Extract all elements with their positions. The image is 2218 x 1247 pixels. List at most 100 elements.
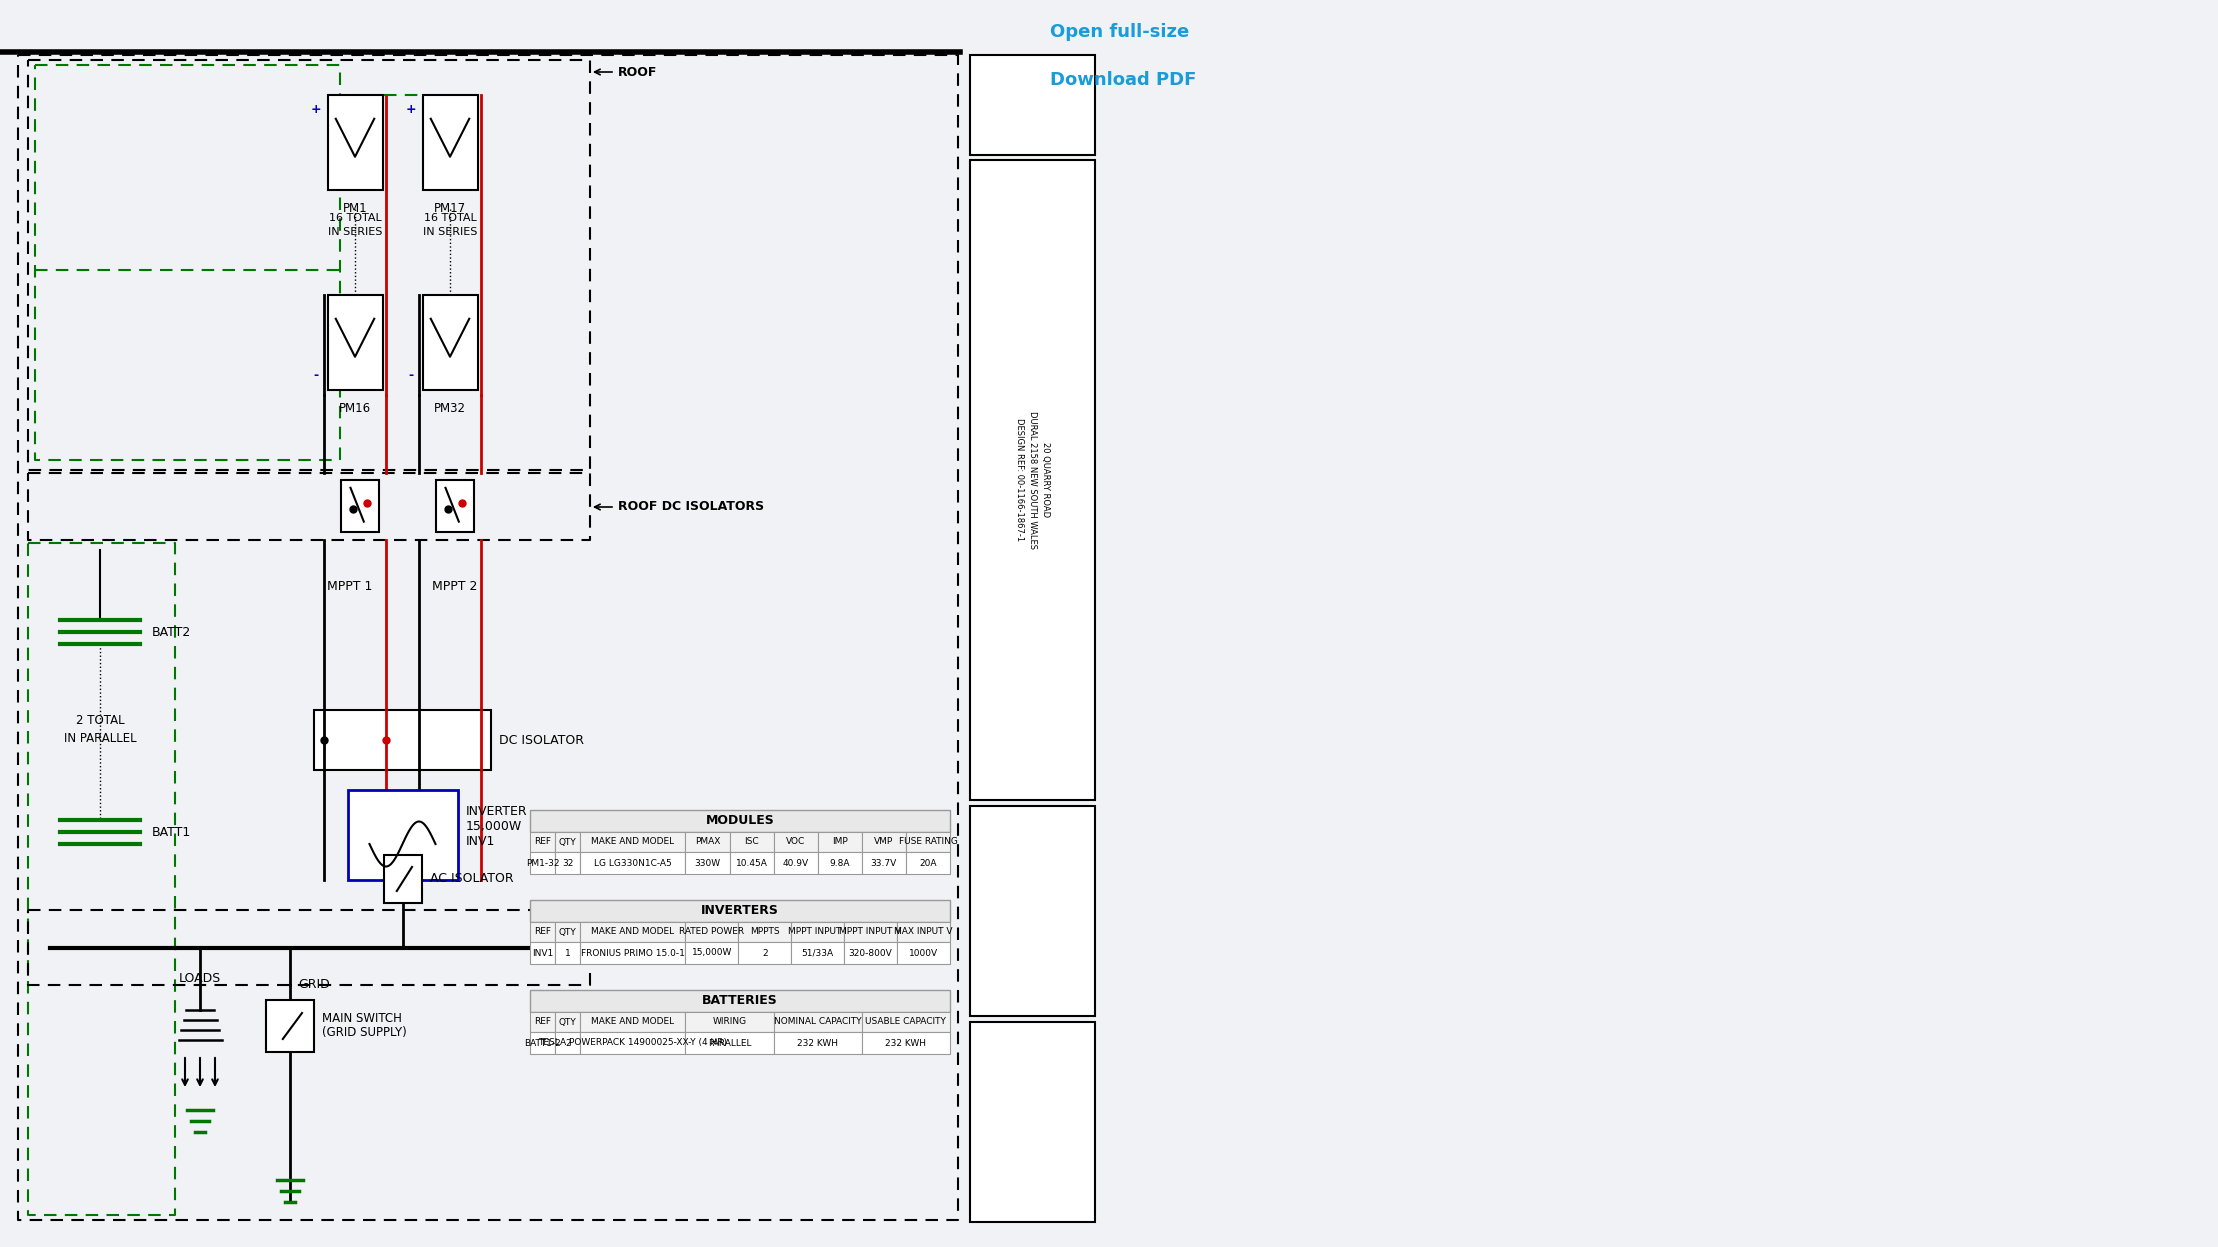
Text: -: - xyxy=(313,369,317,383)
Text: 2: 2 xyxy=(566,1039,570,1047)
Text: PMAX: PMAX xyxy=(694,838,721,847)
Text: 10.45A: 10.45A xyxy=(736,858,767,868)
Bar xyxy=(905,832,949,852)
Bar xyxy=(348,791,457,880)
Text: PM1-32: PM1-32 xyxy=(526,858,559,868)
Text: 232 KWH: 232 KWH xyxy=(796,1039,838,1047)
Text: DC ISOLATOR: DC ISOLATOR xyxy=(499,733,583,747)
Text: 2 TOTAL
IN PARALLEL: 2 TOTAL IN PARALLEL xyxy=(64,715,135,746)
Text: 2: 2 xyxy=(763,949,767,958)
Bar xyxy=(530,811,949,832)
Bar xyxy=(685,941,739,964)
Bar xyxy=(342,480,379,532)
Text: MPPTS: MPPTS xyxy=(750,928,779,936)
Text: VOC: VOC xyxy=(785,838,805,847)
Bar xyxy=(739,941,792,964)
Text: ROOF DC ISOLATORS: ROOF DC ISOLATORS xyxy=(619,500,765,514)
Text: 15,000W: 15,000W xyxy=(466,821,521,833)
Bar xyxy=(969,55,1096,155)
Text: MAIN SWITCH: MAIN SWITCH xyxy=(322,1013,401,1025)
Bar xyxy=(685,832,730,852)
Text: PARALLEL: PARALLEL xyxy=(708,1039,752,1047)
Bar xyxy=(896,922,949,941)
Text: PM32: PM32 xyxy=(435,402,466,415)
Bar xyxy=(896,941,949,964)
Bar xyxy=(421,95,477,190)
Text: WIRING: WIRING xyxy=(712,1018,747,1026)
Text: IMP: IMP xyxy=(832,838,847,847)
Bar xyxy=(530,832,554,852)
Text: 1000V: 1000V xyxy=(909,949,938,958)
Text: Open full-size: Open full-size xyxy=(1049,22,1189,41)
Bar xyxy=(530,852,554,874)
Text: Download PDF: Download PDF xyxy=(1049,71,1196,89)
Text: VMP: VMP xyxy=(874,838,894,847)
Text: +: + xyxy=(406,102,415,116)
Text: 330W: 330W xyxy=(694,858,721,868)
Text: QTY: QTY xyxy=(559,838,577,847)
Bar xyxy=(554,852,581,874)
Text: RATED POWER: RATED POWER xyxy=(679,928,745,936)
Bar xyxy=(685,1013,774,1033)
Bar xyxy=(730,852,774,874)
Text: 40.9V: 40.9V xyxy=(783,858,810,868)
Text: (GRID SUPPLY): (GRID SUPPLY) xyxy=(322,1026,406,1039)
Bar xyxy=(969,1023,1096,1222)
Bar xyxy=(774,1033,863,1054)
Text: INV1: INV1 xyxy=(466,835,495,848)
Text: MAKE AND MODEL: MAKE AND MODEL xyxy=(592,838,674,847)
Text: 16 TOTAL
IN SERIES: 16 TOTAL IN SERIES xyxy=(328,213,381,237)
Text: ROOF: ROOF xyxy=(619,66,657,79)
Bar xyxy=(685,1033,774,1054)
Bar xyxy=(554,922,581,941)
Text: PM1: PM1 xyxy=(344,202,368,214)
Bar xyxy=(774,1013,863,1033)
Text: 1: 1 xyxy=(566,949,570,958)
Bar xyxy=(845,922,896,941)
Text: PM16: PM16 xyxy=(339,402,370,415)
Bar xyxy=(863,1033,949,1054)
Text: QTY: QTY xyxy=(559,928,577,936)
Text: MPPT INPUT V: MPPT INPUT V xyxy=(838,928,903,936)
Bar xyxy=(581,941,685,964)
Bar xyxy=(774,852,818,874)
Text: INVERTERS: INVERTERS xyxy=(701,904,779,918)
Text: INV1: INV1 xyxy=(532,949,552,958)
Bar xyxy=(328,95,381,190)
Text: BATT1: BATT1 xyxy=(153,826,191,838)
Bar xyxy=(554,1033,581,1054)
Text: TESLA POWERPACK 14900025-XX-Y (4 HR): TESLA POWERPACK 14900025-XX-Y (4 HR) xyxy=(539,1039,728,1047)
Text: LG LG330N1C-A5: LG LG330N1C-A5 xyxy=(594,858,672,868)
Bar xyxy=(266,1000,315,1052)
Text: 15,000W: 15,000W xyxy=(692,949,732,958)
Bar xyxy=(554,832,581,852)
Text: +: + xyxy=(311,102,322,116)
Text: REF: REF xyxy=(535,1018,550,1026)
Bar xyxy=(739,922,792,941)
Text: GRID: GRID xyxy=(297,979,330,991)
Text: MAX INPUT V: MAX INPUT V xyxy=(894,928,954,936)
Bar xyxy=(685,852,730,874)
Text: -: - xyxy=(408,369,413,383)
Bar xyxy=(530,900,949,922)
Text: MAKE AND MODEL: MAKE AND MODEL xyxy=(592,928,674,936)
Text: MODULES: MODULES xyxy=(705,814,774,828)
Text: 320-800V: 320-800V xyxy=(849,949,892,958)
Bar xyxy=(554,941,581,964)
Bar xyxy=(328,296,381,390)
Bar xyxy=(437,480,475,532)
Bar xyxy=(818,832,863,852)
Text: AC ISOLATOR: AC ISOLATOR xyxy=(430,873,512,885)
Bar xyxy=(792,922,845,941)
Bar xyxy=(581,1033,685,1054)
Text: FUSE RATING: FUSE RATING xyxy=(898,838,958,847)
Bar xyxy=(530,990,949,1013)
Bar xyxy=(384,855,421,903)
Text: 32: 32 xyxy=(561,858,574,868)
Bar xyxy=(581,1013,685,1033)
Bar xyxy=(969,806,1096,1016)
Text: 51/33A: 51/33A xyxy=(801,949,834,958)
Bar xyxy=(863,832,905,852)
Text: FRONIUS PRIMO 15.0-1: FRONIUS PRIMO 15.0-1 xyxy=(581,949,685,958)
Text: MPPT 2: MPPT 2 xyxy=(433,580,477,594)
